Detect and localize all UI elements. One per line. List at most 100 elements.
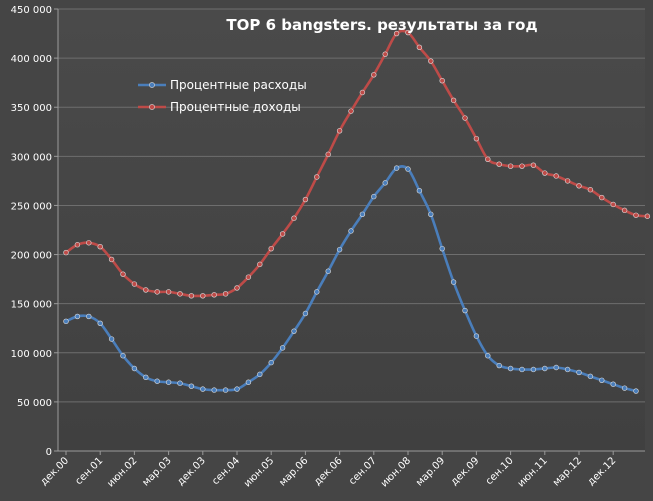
data-point (97, 320, 103, 327)
x-tick-label: июн.02 (105, 455, 139, 489)
data-point (507, 365, 514, 372)
legend-label: Процентные доходы (170, 100, 301, 114)
data-point (120, 271, 126, 277)
data-point (165, 289, 172, 295)
data-point (348, 228, 354, 234)
data-point (257, 371, 263, 378)
y-tick-label: 400 000 (11, 54, 52, 65)
data-point (587, 373, 594, 380)
data-point (621, 207, 628, 214)
data-point (439, 78, 445, 84)
data-point (428, 58, 434, 64)
data-point (542, 365, 548, 372)
data-point (120, 353, 126, 359)
data-point (131, 281, 138, 287)
data-point (633, 388, 639, 394)
data-point (348, 108, 354, 114)
legend-item: Процентные доходы (138, 100, 301, 114)
data-point (542, 170, 548, 176)
data-point (63, 318, 69, 325)
data-point (314, 289, 320, 295)
data-point (485, 156, 491, 162)
data-point (633, 212, 639, 218)
data-point (74, 242, 81, 248)
data-point (268, 245, 274, 252)
data-point (222, 291, 229, 297)
x-tick-label: июн.08 (379, 455, 413, 489)
data-point (530, 366, 537, 373)
data-point (188, 293, 195, 299)
data-point (211, 387, 217, 393)
data-point (314, 174, 320, 180)
data-point (86, 313, 92, 320)
data-point (393, 30, 400, 37)
x-tick-label: мар.09 (414, 455, 447, 488)
data-point (610, 201, 616, 208)
chart-title: TOP 6 bangsters. результаты за год (226, 16, 537, 34)
data-point (211, 292, 217, 298)
data-point (496, 362, 502, 369)
x-tick-label: мар.06 (277, 455, 310, 488)
data-point (450, 279, 457, 285)
data-point (507, 163, 514, 169)
data-point (234, 285, 240, 291)
data-point (610, 381, 616, 387)
data-point (108, 256, 115, 263)
data-point (519, 366, 525, 373)
series-1 (63, 165, 639, 394)
data-point (131, 365, 138, 372)
data-point (200, 293, 206, 299)
y-tick-label: 0 (46, 447, 52, 458)
data-point (416, 44, 423, 51)
data-point (371, 72, 377, 78)
data-point (564, 366, 571, 373)
x-tick-label: сен.01 (73, 455, 105, 487)
legend: Процентные расходы Процентные доходы (138, 78, 307, 114)
data-point (279, 345, 286, 351)
data-point (291, 215, 297, 221)
series-group (63, 29, 651, 394)
data-point (222, 387, 229, 393)
y-tick-label: 350 000 (11, 103, 52, 114)
data-point (599, 194, 605, 201)
data-point (97, 243, 103, 250)
x-tick-label: дек.12 (586, 455, 619, 488)
data-point (279, 231, 286, 237)
data-point (359, 211, 366, 217)
data-point (268, 359, 274, 366)
legend-swatch-marker (149, 104, 155, 110)
y-tick-label: 200 000 (11, 251, 52, 262)
data-point (530, 162, 537, 168)
data-point (644, 213, 651, 219)
data-point (336, 128, 343, 134)
y-tick-label: 100 000 (11, 349, 52, 360)
data-point (86, 240, 92, 246)
data-point (496, 161, 502, 167)
x-tick-label: мар.12 (551, 455, 584, 488)
data-point (450, 97, 457, 104)
data-point (336, 246, 343, 253)
data-point (291, 328, 297, 334)
data-point (553, 173, 559, 179)
data-point (599, 377, 605, 383)
data-point (428, 211, 434, 217)
data-point (325, 268, 331, 274)
x-tick-label: дек.03 (175, 455, 208, 488)
legend-swatch-marker (149, 82, 155, 88)
y-tick-label: 50 000 (17, 398, 52, 409)
data-point (245, 379, 252, 385)
data-point (485, 353, 491, 359)
data-point (416, 188, 423, 194)
series-line (64, 29, 649, 298)
x-tick-label: сен.10 (484, 455, 516, 487)
x-tick-label: сен.07 (347, 455, 379, 487)
data-point (108, 336, 115, 342)
legend-label: Процентные расходы (170, 78, 307, 92)
data-point (325, 151, 331, 158)
x-tick-label: июн.11 (516, 455, 550, 489)
data-point (439, 245, 445, 252)
data-point (564, 178, 571, 184)
data-point (154, 289, 160, 295)
